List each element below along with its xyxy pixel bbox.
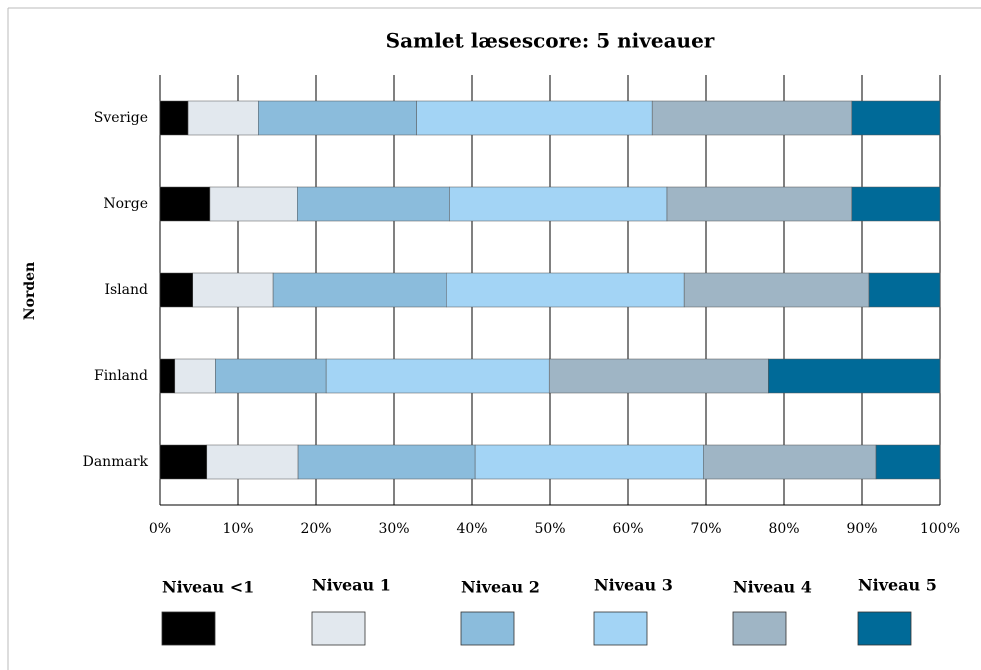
bar-segment — [209, 186, 298, 222]
bar-segment — [159, 444, 208, 480]
bar-segment — [703, 444, 877, 480]
legend-label: Niveau 2 — [461, 578, 540, 597]
x-tick-label: 50% — [534, 521, 565, 537]
legend-label: Niveau <1 — [162, 578, 254, 597]
bar-segment — [206, 444, 299, 480]
bar-segment — [174, 358, 216, 394]
x-tick-label: 100% — [920, 521, 960, 537]
bar-segment — [768, 358, 941, 394]
y-tick-label: Sverige — [94, 110, 148, 126]
y-tick-label: Island — [104, 282, 148, 298]
legend-swatch — [311, 611, 366, 646]
y-axis-label: Norden — [22, 262, 38, 320]
bar-segment — [666, 186, 853, 222]
chart-title: Samlet læsescore: 5 niveauer — [386, 29, 715, 53]
bar-segment — [187, 100, 259, 136]
bar-segment — [325, 358, 550, 394]
bar-segment — [192, 272, 274, 308]
bar-segment — [258, 100, 417, 136]
legend-label: Niveau 4 — [733, 578, 812, 597]
bar-segment — [297, 444, 476, 480]
bar-segment — [683, 272, 870, 308]
legend-swatch — [857, 611, 912, 646]
legend-label: Niveau 5 — [858, 576, 937, 595]
bar-segment — [416, 100, 653, 136]
legend-swatch — [593, 611, 648, 646]
x-tick-label: 90% — [846, 521, 877, 537]
x-tick-label: 0% — [149, 521, 171, 537]
x-tick-label: 40% — [456, 521, 487, 537]
legend-label: Niveau 3 — [594, 576, 673, 595]
x-tick-label: 10% — [222, 521, 253, 537]
bar-segment — [868, 272, 941, 308]
bar-segment — [851, 100, 941, 136]
bar-segment — [651, 100, 853, 136]
bar-segment — [159, 100, 189, 136]
legend-swatch — [732, 611, 787, 646]
x-tick-label: 20% — [300, 521, 331, 537]
bar-segment — [449, 186, 668, 222]
bar-segment — [297, 186, 450, 222]
x-tick-label: 80% — [768, 521, 799, 537]
x-tick-label: 70% — [690, 521, 721, 537]
legend-label: Niveau 1 — [312, 576, 391, 595]
bar-segment — [851, 186, 941, 222]
x-tick-label: 60% — [612, 521, 643, 537]
y-tick-label: Finland — [94, 368, 148, 384]
legend-swatch — [460, 611, 515, 646]
legend-swatch — [161, 611, 216, 646]
y-tick-label: Norge — [103, 196, 148, 212]
bar-segment — [272, 272, 447, 308]
bar-segment — [446, 272, 685, 308]
y-tick-label: Danmark — [83, 454, 149, 470]
bar-segment — [159, 272, 194, 308]
bar-segment — [159, 186, 211, 222]
x-tick-label: 30% — [378, 521, 409, 537]
bar-segment — [548, 358, 769, 394]
bar-segment — [474, 444, 704, 480]
bar-segment — [159, 358, 176, 394]
bar-segment — [215, 358, 327, 394]
bar-segment — [875, 444, 941, 480]
